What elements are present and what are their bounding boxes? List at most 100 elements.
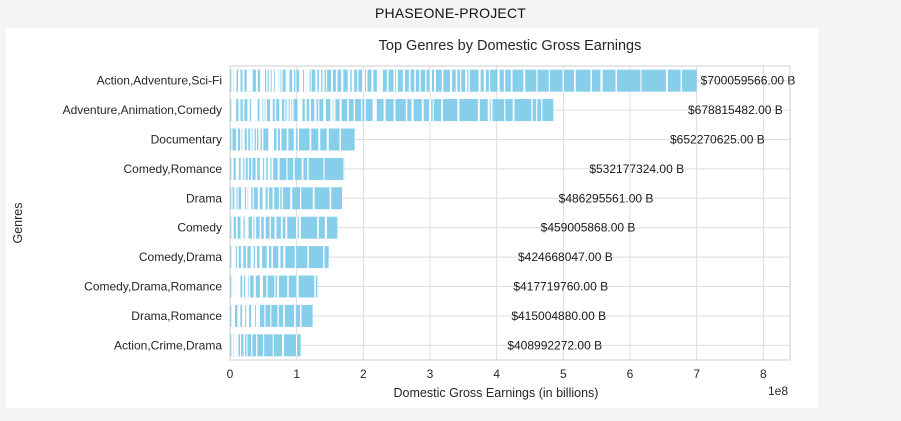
x-tick-labels: 0 1 2 3 4 5 6 7 8: [227, 367, 767, 381]
bar-segment-gap: [266, 246, 269, 269]
bar-segment-gap: [293, 128, 296, 151]
bar-segment-gap: [263, 99, 265, 122]
x-tick-label: 6: [627, 367, 634, 381]
x-tick-label: 7: [693, 367, 700, 381]
bar-segment-gap: [233, 275, 237, 298]
bar: [230, 128, 355, 151]
bar-segment-gap: [267, 187, 270, 210]
bar-segment-gap: [246, 216, 249, 239]
bar-segment-gap: [300, 99, 303, 122]
x-axis-offset-label: 1e8: [768, 384, 788, 398]
bar-segment-gap: [276, 128, 279, 151]
bar-segment-gap: [274, 275, 276, 298]
x-tick-label: 0: [227, 367, 234, 381]
bar: [230, 275, 318, 298]
bar-segment-gap: [267, 157, 271, 180]
bar-segment-gap: [244, 157, 246, 180]
bar-segment-gap: [295, 69, 297, 92]
bar-segment-gap: [251, 157, 253, 180]
bar-segment-gap: [236, 334, 239, 357]
bar-segment-gap: [314, 275, 316, 298]
bar-segment-gap: [231, 334, 234, 357]
data-labels: $700059566.00 B $678815482.00 B $652270625…: [507, 74, 795, 353]
bar-segment-gap: [294, 246, 297, 269]
bar-segment-gap: [318, 128, 321, 151]
bar-segment-gap: [237, 69, 241, 92]
bar-segment-gap: [383, 99, 386, 122]
bar-segment-gap: [414, 69, 416, 92]
bar-segment-gap: [343, 157, 345, 180]
bar-segment-gap: [374, 99, 377, 122]
data-label: $408992272.00 B: [507, 338, 602, 352]
bar-segment-gap: [478, 69, 481, 92]
bar-segment-gap: [237, 304, 241, 327]
bar-segment-gap: [233, 304, 235, 327]
bar-segment-gap: [233, 99, 237, 122]
data-label: $486295561.00 B: [559, 191, 654, 205]
bar-segment-gap: [243, 187, 245, 210]
bar-segment-gap: [455, 69, 458, 92]
bar-chart: Top Genres by Domestic Gross Earnings Ac…: [11, 38, 795, 400]
bar-segment-gap: [331, 69, 333, 92]
x-tick-label: 3: [427, 367, 434, 381]
bar-segment-gap: [244, 216, 248, 239]
bar-segment-gap: [574, 69, 576, 92]
bar-segment-gap: [231, 69, 234, 92]
bar-segment-gap: [457, 99, 460, 122]
bar-segment-gap: [263, 69, 266, 92]
bar-segment-gap: [294, 304, 296, 327]
bar-segment-gap: [365, 69, 368, 92]
bar-segment-gap: [278, 246, 281, 269]
bar-segment-gap: [386, 69, 389, 92]
bar-segment-gap: [242, 304, 246, 327]
bar-segment-gap: [272, 187, 275, 210]
chart-title: Top Genres by Domestic Gross Earnings: [379, 38, 642, 54]
bar-segment-gap: [236, 128, 238, 151]
bar-segment-gap: [251, 334, 253, 357]
bar-segment-gap: [307, 246, 309, 269]
bar-segment-gap: [270, 128, 275, 151]
data-label: $652270625.00 B: [670, 133, 765, 147]
bar-segment-gap: [259, 246, 263, 269]
bar-segment-gap: [237, 275, 241, 298]
bar-segment-gap: [300, 304, 302, 327]
bar-segment-gap: [300, 187, 302, 210]
y-tick-label: Action,Adventure,Sci-Fi: [97, 74, 222, 88]
y-axis-label: Genres: [11, 203, 25, 244]
bar-segment-gap: [396, 69, 398, 92]
bar-segment-gap: [231, 99, 235, 122]
bar-segment-gap: [280, 216, 283, 239]
bar-segment-gap: [290, 187, 293, 210]
bar-segment-gap: [255, 246, 258, 269]
bar-segment-gap: [277, 275, 279, 298]
bar-segment-gap: [512, 99, 515, 122]
bar-segment-gap: [372, 99, 375, 122]
bar-segment-gap: [282, 334, 285, 357]
x-tick-label: 5: [560, 367, 567, 381]
y-tick-label: Action,Crime,Drama: [114, 338, 222, 352]
bar-segment-gap: [265, 99, 267, 122]
bar-segment-gap: [289, 99, 292, 122]
bar-segment-gap: [271, 157, 274, 180]
bar-segment-gap: [285, 216, 288, 239]
bar-segment-gap: [268, 69, 271, 92]
bar-segment-gap: [255, 69, 258, 92]
bar-segment-gap: [315, 69, 318, 92]
bar-segment-gap: [255, 304, 259, 327]
bar-segment-gap: [312, 187, 315, 210]
bar-segment-gap: [615, 69, 618, 92]
data-label: $459005868.00 B: [541, 221, 636, 235]
bar-segment-gap: [411, 99, 414, 122]
x-tick-label: 4: [493, 367, 500, 381]
bar-segment-gap: [323, 157, 325, 180]
bar-segment-gap: [231, 157, 234, 180]
bar-segment-gap: [298, 216, 301, 239]
bar-segment-gap: [278, 187, 281, 210]
bar-segment-gap: [297, 128, 300, 151]
y-tick-label: Drama,Romance: [131, 309, 222, 323]
bar-segment-gap: [235, 275, 239, 298]
bar-segment-gap: [240, 246, 244, 269]
bar-segment-gap: [233, 334, 237, 357]
bar-segment-gap: [351, 69, 355, 92]
bar-segment-gap: [364, 99, 366, 122]
